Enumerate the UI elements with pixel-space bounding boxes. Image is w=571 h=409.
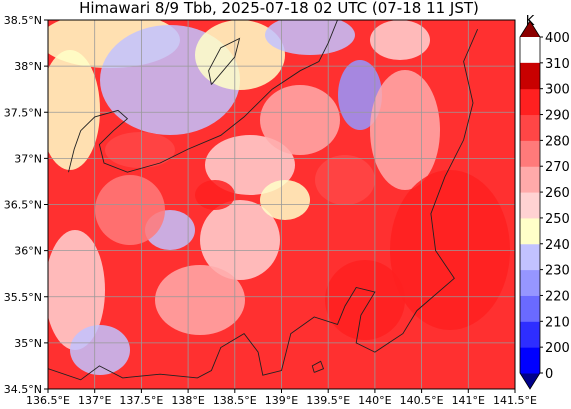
coastline [68, 20, 338, 173]
colorbar-swatch [520, 243, 540, 271]
colorbar-tick-label: 300 [545, 83, 570, 98]
colorbar-swatch [520, 88, 540, 116]
lon-tick-label: 139°E [265, 394, 298, 407]
colorbar-swatch [520, 192, 540, 219]
coastline [48, 29, 479, 381]
temperature-patch [390, 170, 510, 330]
colorbar-tick-label: 280 [545, 134, 570, 149]
colorbar-tick-label: 260 [545, 186, 570, 201]
lon-tick-label: 140.5°E [400, 394, 444, 407]
lon-tick-label: 141°E [452, 394, 485, 407]
temperature-field [48, 20, 510, 375]
temperature-patch [48, 50, 100, 170]
temperature-patch [260, 85, 340, 155]
colorbar-swatch [520, 347, 540, 374]
temperature-patch [260, 180, 310, 220]
temperature-patch [195, 20, 285, 90]
lat-tick-label: 37.5°N [4, 106, 42, 119]
colorbar-swatch [520, 140, 540, 167]
temperature-patch [95, 175, 165, 245]
colorbar-tick-label: 220 [545, 289, 570, 304]
colorbar-swatch [520, 114, 540, 141]
colorbar-swatch [520, 295, 540, 322]
colorbar-tick-label: 210 [545, 315, 570, 330]
lat-tick-label: 35°N [14, 337, 42, 350]
temperature-patch [370, 20, 430, 60]
colorbar: K 02002102202302402502602702802903003104… [519, 14, 570, 390]
colorbar-tick-label: 290 [545, 109, 570, 124]
colorbar-swatch [520, 166, 540, 193]
temperature-patch [195, 180, 235, 210]
colorbar-swatch [520, 373, 540, 389]
lon-tick-label: 138.5°E [213, 394, 257, 407]
colorbar-tick-label: 400 [545, 31, 570, 46]
colorbar-swatch [520, 62, 540, 90]
colorbar-tick-label: 200 [545, 341, 570, 356]
colorbar-tick-label: 270 [545, 160, 570, 175]
lon-tick-label: 137.5°E [119, 394, 163, 407]
map-title: Himawari 8/9 Tbb, 2025-07-18 02 UTC (07-… [79, 0, 479, 17]
lat-tick-label: 38.5°N [4, 14, 42, 27]
lon-tick-label: 139.5°E [306, 394, 350, 407]
lon-tick-label: 140°E [358, 394, 391, 407]
colorbar-tick-label: 250 [545, 212, 570, 227]
colorbar-swatch [520, 269, 540, 296]
temperature-patch [315, 155, 375, 205]
temperature-patch [370, 70, 440, 190]
lat-tick-label: 38°N [14, 60, 42, 73]
lat-tick-label: 35.5°N [4, 291, 42, 304]
temperature-patch [48, 230, 105, 350]
colorbar-swatch [520, 217, 540, 245]
lon-tick-label: 141.5°E [493, 394, 537, 407]
temperature-patch [200, 200, 280, 280]
temperature-patch [70, 325, 130, 375]
temperature-patch [105, 132, 175, 168]
lon-tick-label: 136.5°E [26, 394, 70, 407]
colorbar-tick-label: 0 [545, 367, 553, 382]
longitude-axis: 136.5°E 137°E 137.5°E 138°E 138.5°E 139°E 139.… [26, 389, 537, 407]
map-area [48, 20, 515, 389]
latitude-axis: 38.5°N 38°N 37.5°N 37°N 36.5°N 36°N 35.5°N 35°N… [4, 14, 48, 396]
coastlines [48, 20, 479, 381]
lat-tick-label: 34.5°N [4, 383, 42, 396]
colorbar-tick-label: 230 [545, 264, 570, 279]
lon-tick-label: 138°E [171, 394, 204, 407]
lat-tick-label: 37°N [14, 152, 42, 165]
coastline [208, 37, 241, 85]
colorbar-tick-label: 240 [545, 238, 570, 253]
temperature-patch [265, 20, 355, 55]
lon-tick-label: 137°E [78, 394, 111, 407]
graticule [48, 20, 515, 389]
colorbar-swatch [520, 21, 540, 37]
colorbar-swatch [520, 321, 540, 348]
coastline [311, 360, 325, 373]
lat-tick-label: 36°N [14, 245, 42, 258]
temperature-patch [155, 265, 245, 335]
lat-tick-label: 36.5°N [4, 199, 42, 212]
colorbar-tick-label: 310 [545, 57, 570, 72]
temperature-patch [325, 260, 405, 340]
temperature-patch [205, 135, 295, 195]
